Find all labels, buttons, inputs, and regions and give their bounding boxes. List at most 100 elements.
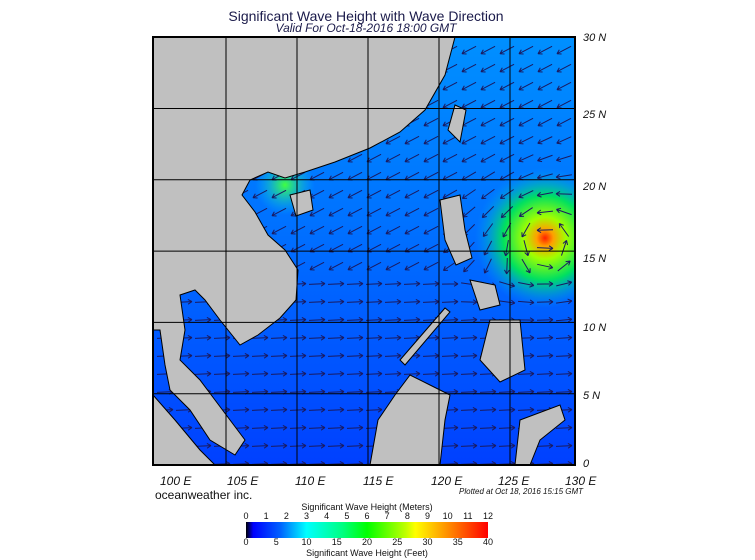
wave-direction-arrow xyxy=(499,153,515,163)
wave-direction-arrow xyxy=(536,173,553,180)
wave-direction-arrow xyxy=(404,261,420,271)
wave-direction-arrow xyxy=(499,81,515,91)
wave-direction-arrow xyxy=(441,281,459,287)
wave-direction-arrow xyxy=(461,63,477,73)
credit-text: oceanweather inc. xyxy=(155,488,253,502)
wave-direction-arrow xyxy=(346,280,364,287)
wave-direction-arrow xyxy=(461,99,477,109)
wave-direction-arrow xyxy=(555,442,573,449)
wave-direction-arrow xyxy=(499,45,515,55)
wave-direction-arrow xyxy=(194,352,212,359)
wave-direction-arrow xyxy=(461,153,477,163)
wave-direction-arrow xyxy=(442,261,457,271)
wave-direction-arrow xyxy=(385,135,401,145)
wave-direction-arrow xyxy=(404,225,420,235)
wave-direction-arrow xyxy=(536,334,554,341)
wave-direction-arrow xyxy=(480,153,496,163)
wave-direction-arrow xyxy=(384,352,402,359)
wave-direction-arrow xyxy=(423,153,439,163)
colorbar-meters-tick: 3 xyxy=(303,511,309,521)
wave-direction-arrow xyxy=(328,207,344,217)
colorbar xyxy=(246,522,488,538)
wave-direction-arrow xyxy=(271,225,287,235)
wave-direction-arrow xyxy=(499,299,516,306)
wave-direction-arrow xyxy=(194,370,212,377)
wave-direction-arrow xyxy=(403,280,421,287)
wave-direction-arrow xyxy=(499,117,515,127)
wave-direction-arrow xyxy=(441,298,459,305)
wave-direction-arrow xyxy=(365,316,383,323)
wave-direction-arrow xyxy=(289,352,307,359)
wave-direction-arrow xyxy=(518,136,534,145)
colorbar-feet-tick: 0 xyxy=(243,537,249,547)
wave-direction-arrow xyxy=(251,424,269,431)
wave-direction-arrow xyxy=(385,207,401,217)
wave-direction-arrow xyxy=(556,117,572,127)
wave-direction-arrow xyxy=(347,261,363,271)
wave-direction-arrow xyxy=(194,442,212,449)
land-luzon xyxy=(439,194,473,266)
colorbar-meters-tick: 2 xyxy=(283,511,289,521)
wave-direction-arrow xyxy=(460,406,478,413)
wave-direction-arrow xyxy=(499,281,516,288)
colorbar-meters-tick: 7 xyxy=(384,511,390,521)
wave-direction-arrow xyxy=(365,298,383,305)
wave-direction-arrow xyxy=(481,188,495,200)
wave-direction-arrow xyxy=(536,227,554,233)
wave-direction-arrow xyxy=(460,316,478,323)
wave-direction-arrow xyxy=(308,406,326,413)
wave-direction-arrow xyxy=(251,370,269,377)
lon-label: 130 E xyxy=(565,474,597,488)
wave-direction-arrow xyxy=(346,316,364,323)
wave-direction-arrow xyxy=(499,63,515,73)
wave-direction-arrow xyxy=(347,153,363,163)
colorbar-feet-title: Significant Wave Height (Feet) xyxy=(306,548,428,558)
lat-label: 0 xyxy=(583,458,590,470)
wave-direction-arrow xyxy=(327,298,345,305)
wave-direction-arrow xyxy=(482,223,494,237)
wave-direction-arrow xyxy=(461,189,476,200)
lon-label: 125 E xyxy=(498,474,530,488)
wave-direction-arrow xyxy=(404,189,420,199)
wave-direction-arrow xyxy=(404,153,420,163)
wave-direction-arrow xyxy=(309,207,325,217)
wave-direction-arrow xyxy=(308,316,326,323)
wave-direction-arrow xyxy=(560,240,569,256)
colorbar-meters-tick: 11 xyxy=(463,511,473,521)
wave-direction-arrow xyxy=(480,45,496,55)
wave-direction-arrow xyxy=(441,352,459,359)
wave-direction-arrow xyxy=(384,316,402,323)
colorbar-meters-tick: 6 xyxy=(364,511,370,521)
wave-direction-arrow xyxy=(556,280,573,287)
lon-label: 120 E xyxy=(431,474,463,488)
wave-direction-arrow xyxy=(194,316,212,323)
wave-direction-arrow xyxy=(251,406,269,413)
wave-direction-arrow xyxy=(270,424,288,431)
wave-direction-arrow xyxy=(404,207,420,217)
wave-direction-arrow xyxy=(385,153,401,163)
wave-direction-arrow xyxy=(385,261,401,271)
wave-direction-arrow xyxy=(251,334,269,341)
wave-direction-arrow xyxy=(308,370,326,377)
wave-direction-arrow xyxy=(460,424,478,431)
wave-direction-arrow xyxy=(461,81,477,91)
wave-direction-arrow xyxy=(555,334,573,341)
wave-direction-arrow xyxy=(536,245,554,252)
colorbar-meters-tick: 12 xyxy=(482,511,493,521)
wave-direction-arrow xyxy=(423,117,439,127)
wave-direction-arrow xyxy=(365,370,383,377)
lon-label: 115 E xyxy=(363,474,394,488)
wave-direction-arrow xyxy=(346,370,364,377)
wave-direction-arrow xyxy=(518,63,534,73)
wave-direction-arrow xyxy=(537,99,553,109)
wave-direction-arrow xyxy=(252,189,268,199)
wave-direction-arrow xyxy=(463,259,475,273)
wave-direction-arrow xyxy=(442,153,458,163)
wave-direction-arrow xyxy=(327,370,345,377)
colorbar-meters-tick: 10 xyxy=(442,511,453,521)
wave-direction-arrow xyxy=(290,225,306,235)
wave-direction-arrow xyxy=(480,135,496,145)
wave-direction-arrow xyxy=(556,136,572,145)
wave-direction-arrow xyxy=(504,257,510,275)
wave-direction-arrow xyxy=(460,334,478,341)
